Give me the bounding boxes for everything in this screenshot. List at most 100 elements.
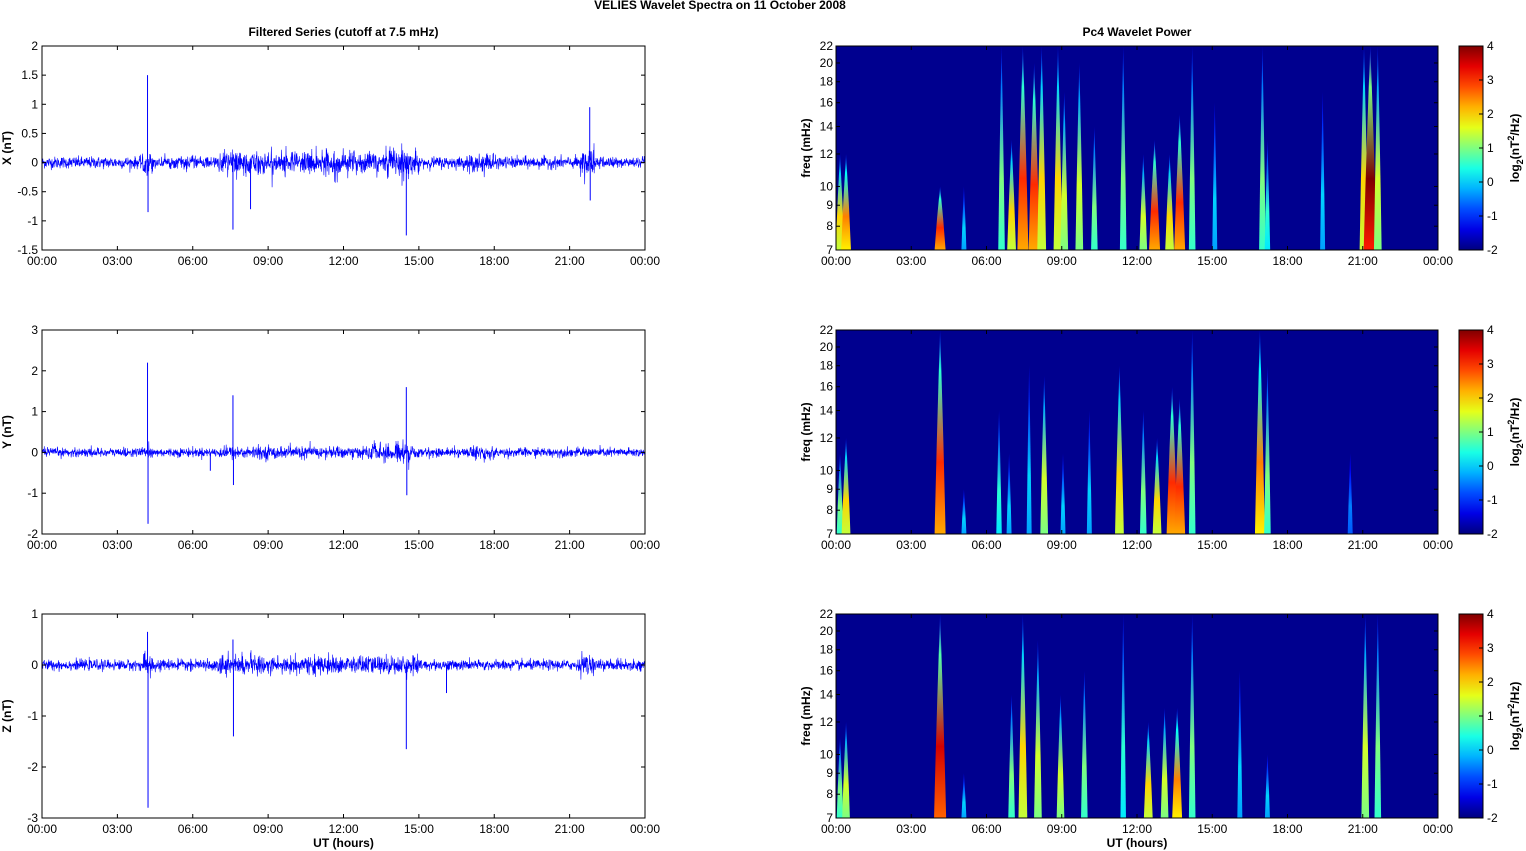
y-tick-label: 0.5 bbox=[21, 126, 38, 140]
power-burst bbox=[1008, 694, 1015, 818]
power-burst bbox=[1056, 694, 1065, 818]
y-tick-label: 18 bbox=[820, 359, 834, 373]
colorbar-label: log2(nT2/Hz)log2(nT2/Hz) bbox=[1506, 398, 1525, 467]
colorbar-tick-label: 0 bbox=[1487, 743, 1494, 757]
colorbar-tick-label: 2 bbox=[1487, 107, 1494, 121]
power-burst bbox=[1139, 153, 1148, 250]
power-burst bbox=[1026, 365, 1032, 534]
x-tick-label: 15:00 bbox=[404, 254, 434, 268]
power-burst bbox=[1174, 398, 1186, 534]
y-axis-label: freq (mHz) bbox=[799, 118, 813, 177]
y-tick-label: 18 bbox=[820, 75, 834, 89]
colorbar-tick-label: 4 bbox=[1487, 607, 1494, 621]
power-burst bbox=[1007, 139, 1016, 250]
y-tick-label: 2 bbox=[31, 364, 38, 378]
series-panel-z: -3 -2 -1 0 1 Z (nT) 00:00 03:00 06:00 09:00 12:00 1… bbox=[0, 607, 660, 850]
power-burst bbox=[1212, 102, 1218, 250]
x-tick-label: 06:00 bbox=[971, 538, 1001, 552]
x-tick-label: 21:00 bbox=[1348, 822, 1378, 836]
power-burst bbox=[1028, 62, 1040, 250]
power-burst bbox=[1320, 91, 1326, 250]
y-tick-label: 1 bbox=[31, 607, 38, 621]
colorbar: -2 -1 0 1 2 3 4 log2(nT2/Hz)log2(nT2/Hz) bbox=[1458, 607, 1525, 825]
y-tick-label: 12 bbox=[820, 147, 834, 161]
x-tick-label: 09:00 bbox=[253, 538, 283, 552]
power-burst bbox=[1374, 614, 1382, 818]
panel-title: Pc4 Wavelet Power bbox=[1083, 25, 1192, 39]
power-burst bbox=[1018, 614, 1028, 818]
power-burst bbox=[1086, 410, 1092, 534]
x-tick-label: 18:00 bbox=[479, 538, 509, 552]
x-tick-label: 00:00 bbox=[821, 254, 851, 268]
x-tick-label: 03:00 bbox=[896, 538, 926, 552]
x-tick-label: 18:00 bbox=[479, 254, 509, 268]
x-tick-label: 12:00 bbox=[1122, 254, 1152, 268]
power-burst bbox=[961, 489, 967, 534]
power-burst bbox=[934, 614, 947, 818]
power-burst bbox=[836, 453, 844, 534]
power-burst bbox=[961, 773, 967, 818]
y-tick-label: 1 bbox=[31, 405, 38, 419]
power-burst bbox=[1120, 614, 1126, 818]
colorbar-label: log2(nT2/Hz)log2(nT2/Hz) bbox=[1506, 682, 1525, 751]
power-burst bbox=[934, 330, 946, 534]
x-tick-label: 15:00 bbox=[1197, 254, 1227, 268]
x-tick-label: 15:00 bbox=[1197, 538, 1227, 552]
y-tick-label: 2 bbox=[31, 39, 38, 53]
colorbar-tick-label: 3 bbox=[1487, 73, 1494, 87]
x-tick-label: 18:00 bbox=[1272, 822, 1302, 836]
power-burst bbox=[1139, 410, 1147, 534]
colorbar-tick-label: 0 bbox=[1487, 175, 1494, 189]
power-burst bbox=[1160, 707, 1169, 818]
power-burst bbox=[842, 721, 850, 818]
power-burst bbox=[1264, 139, 1271, 250]
x-tick-label: 00:00 bbox=[27, 538, 57, 552]
power-burst bbox=[836, 737, 844, 818]
y-tick-label: 20 bbox=[820, 624, 834, 638]
y-tick-label: 18 bbox=[820, 643, 834, 657]
x-tick-label: 06:00 bbox=[178, 822, 208, 836]
y-tick-label: 12 bbox=[820, 431, 834, 445]
series-line bbox=[41, 650, 645, 680]
series-line bbox=[41, 143, 645, 188]
x-tick-label: 21:00 bbox=[555, 254, 585, 268]
colorbar-tick-label: 3 bbox=[1487, 641, 1494, 655]
y-tick-label: -0.5 bbox=[17, 185, 38, 199]
x-tick-label: 09:00 bbox=[253, 822, 283, 836]
power-burst bbox=[1188, 46, 1196, 250]
colorbar-tick-label: 2 bbox=[1487, 675, 1494, 689]
colorbar-tick-label: 1 bbox=[1487, 709, 1494, 723]
power-burst bbox=[1149, 139, 1161, 250]
colorbar: -2 -1 0 1 2 3 4 log2(nT2/Hz)log2(nT2/Hz) bbox=[1458, 39, 1525, 257]
x-tick-label: 06:00 bbox=[178, 254, 208, 268]
x-tick-label: 00:00 bbox=[821, 822, 851, 836]
x-tick-label: 12:00 bbox=[328, 254, 358, 268]
x-tick-label: 18:00 bbox=[1272, 538, 1302, 552]
power-burst bbox=[996, 410, 1002, 534]
figure-title: VELIES Wavelet Spectra on 11 October 200… bbox=[594, 0, 846, 12]
colorbar-tick-label: 4 bbox=[1487, 39, 1494, 53]
power-burst bbox=[1174, 114, 1186, 250]
power-burst bbox=[1254, 330, 1265, 534]
x-tick-label: 15:00 bbox=[1197, 822, 1227, 836]
x-tick-label: 06:00 bbox=[178, 538, 208, 552]
power-burst bbox=[1037, 46, 1047, 250]
power-burst bbox=[1264, 365, 1271, 534]
power-burst bbox=[1143, 721, 1153, 818]
colorbar-tick-label: -2 bbox=[1487, 811, 1498, 825]
y-tick-label: 9 bbox=[826, 482, 833, 496]
power-burst bbox=[1091, 126, 1098, 250]
x-tick-label: 09:00 bbox=[253, 254, 283, 268]
y-tick-label: -1.5 bbox=[17, 243, 38, 257]
x-tick-label: 00:00 bbox=[27, 822, 57, 836]
x-tick-label: 00:00 bbox=[630, 822, 660, 836]
power-burst bbox=[1006, 453, 1012, 534]
y-tick-label: -1 bbox=[27, 214, 38, 228]
x-tick-label: 21:00 bbox=[555, 822, 585, 836]
y-tick-label: 12 bbox=[820, 715, 834, 729]
x-tick-label: 21:00 bbox=[1348, 538, 1378, 552]
y-tick-label: 7 bbox=[826, 527, 833, 541]
power-burst bbox=[934, 186, 946, 250]
power-burst bbox=[1188, 330, 1196, 534]
